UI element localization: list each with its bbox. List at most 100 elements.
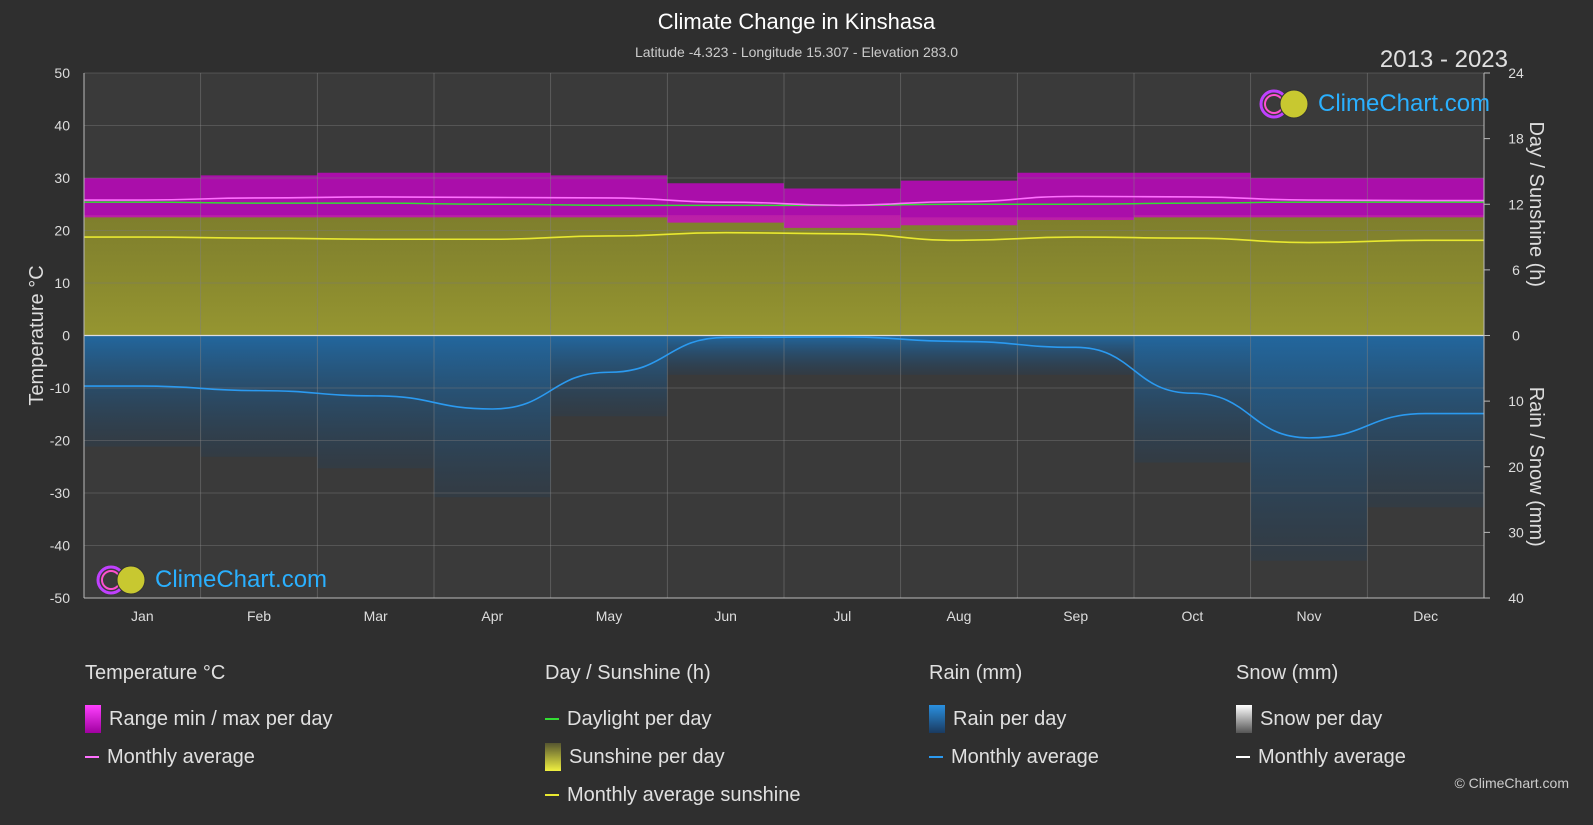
climate-chart: 50 40 30 20 10 0 -10 -20 -30 -40 -50 24 18 12 6 0 10 20 30… [26,65,1547,624]
y-right-bottom-tick-label: 30 [1508,524,1524,540]
y-left-axis-title: Temperature °C [26,265,48,405]
x-tick-label: Apr [481,608,503,624]
temp-avg-line [84,195,1484,207]
y-right-top-axis-title: Day / Sunshine (h) [1525,121,1547,287]
y-left-tick-label: -40 [50,538,70,554]
legend-snow: Snow (mm) Snow per day Monthly average [1236,662,1406,776]
x-tick-label: Mar [364,608,388,624]
swatch-daylight [545,718,559,720]
rain-bar [667,335,784,375]
chart-title: Climate Change in Kinshasa [657,9,936,34]
rain-bar [1134,335,1251,463]
year-range: 2013 - 2023 [1379,46,1508,73]
copyright: © ClimeChart.com [1454,775,1569,791]
rain-bar [1367,335,1484,508]
chart-subtitle: Latitude -4.323 - Longitude 15.307 - Ele… [634,44,959,60]
swatch-snow-avg [1236,756,1250,758]
legend-title: Day / Sunshine (h) [545,662,711,684]
temp-range-bar [1367,178,1484,218]
temp-range-bar [550,175,668,218]
y-left-tick-label: 20 [54,223,70,239]
y-left-tick-label: 50 [54,65,70,81]
swatch-sunshine-avg [545,794,559,796]
y-left-tick-label: 30 [54,170,70,186]
logo-bottom[interactable]: ClimeChart.com [95,563,327,597]
legend-item: Monthly average [1236,738,1406,776]
logo-text: ClimeChart.com [155,566,328,593]
x-tick-label: Feb [247,608,271,624]
legend-rain: Rain (mm) Rain per day Monthly average [929,662,1099,776]
x-tick-label: Oct [1181,608,1203,624]
rain-bar [550,335,668,417]
x-tick-label: Jul [833,608,851,624]
y-right-top-tick-label: 6 [1512,262,1520,278]
legend-item: Monthly average [929,738,1099,776]
y-right-bottom-tick-label: 40 [1508,590,1524,606]
x-tick-label: Sep [1063,608,1088,624]
legend-item: Rain per day [929,700,1099,738]
legend-label: Sunshine per day [569,745,725,768]
sunshine-bar [317,215,434,336]
legend-item: Monthly average sunshine [545,776,800,814]
legend-label: Monthly average [1258,745,1406,768]
rain-bar [1017,335,1134,375]
y-left-tick-label: -10 [50,380,70,396]
sunshine-bar [667,215,784,336]
y-right-bottom-tick-label: 20 [1508,459,1524,475]
legend-title: Snow (mm) [1236,662,1339,684]
logo-text: ClimeChart.com [1318,90,1491,117]
x-tick-label: Jan [131,608,154,624]
y-right-top-tick-label: 18 [1508,131,1524,147]
y-right-top-tick-label: 0 [1512,328,1520,344]
legend-item: Monthly average [85,738,332,776]
x-tick-label: May [596,608,622,624]
swatch-temp-avg [85,756,99,758]
sunshine-bar [900,217,1018,336]
x-tick-label: Dec [1413,608,1438,624]
y-left-tick-label: 0 [62,328,70,344]
rain-bar [784,335,901,375]
logo-icon [96,565,146,595]
y-right-top-tick-label: 12 [1508,196,1524,212]
legend-label: Monthly average sunshine [567,783,801,806]
x-tick-label: Aug [947,608,972,624]
rain-bar [434,335,551,498]
temp-range-bar [784,188,901,228]
sunshine-avg-line [84,231,1484,244]
swatch-snow [1236,705,1252,733]
legend-title: Rain (mm) [929,662,1023,684]
legend-label: Rain per day [953,707,1067,730]
temp-range-bar [1250,178,1368,218]
temp-range-bar [1134,172,1251,218]
y-left-tick-label: -30 [50,485,70,501]
temp-range-bar [317,172,434,218]
y-right-bottom-tick-label: 10 [1508,393,1524,409]
sunshine-bar [84,215,201,336]
legend-label: Range min / max per day [109,707,333,730]
legend-temperature: Temperature °C Range min / max per day M… [85,662,332,776]
legend-item: Snow per day [1236,700,1406,738]
temp-range-bar [434,172,551,218]
daylight-line [84,201,1484,207]
y-left-tick-label: 40 [54,118,70,134]
legend-item: Sunshine per day [545,738,800,776]
legend-label: Snow per day [1260,707,1383,730]
rain-bar [1250,335,1368,561]
y-left-tick-label: 10 [54,275,70,291]
y-right-top-tick-label: 24 [1508,65,1524,81]
x-tick-label: Jun [714,608,737,624]
legend-item: Range min / max per day [85,700,332,738]
logo-icon [1259,89,1309,119]
swatch-temp-range [85,705,101,733]
temp-range-bar [84,178,201,218]
logo-top[interactable]: ClimeChart.com [1258,87,1490,121]
legend-item: Daylight per day [545,700,800,738]
sunshine-bar [1017,217,1134,336]
legend-label: Daylight per day [567,707,712,730]
swatch-sunshine [545,743,561,771]
sunshine-bar [1250,215,1368,336]
legend-label: Monthly average [951,745,1099,768]
rain-bar [317,335,434,469]
x-tick-label: Nov [1297,608,1322,624]
y-left-tick-label: -20 [50,433,70,449]
